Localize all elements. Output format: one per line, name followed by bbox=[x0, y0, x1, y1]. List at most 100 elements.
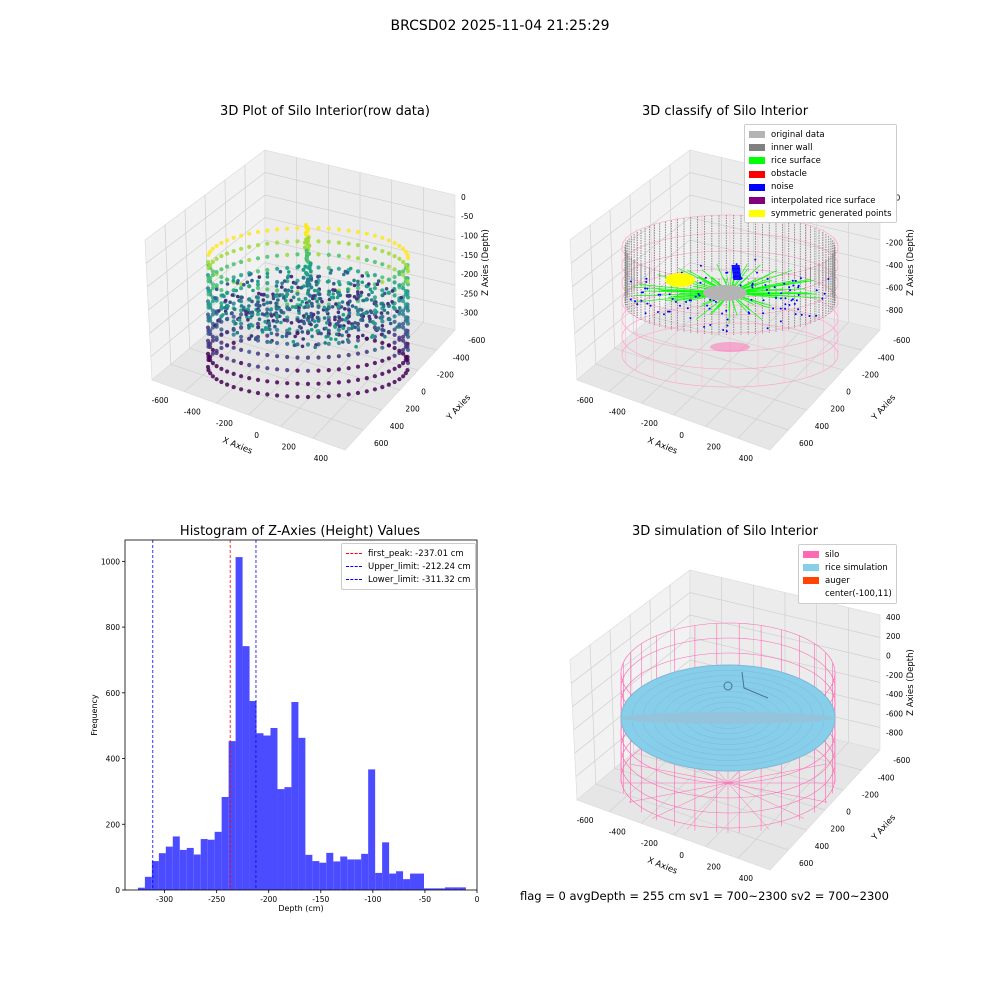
data-point bbox=[269, 314, 274, 318]
data-point bbox=[386, 330, 391, 335]
data-point bbox=[210, 374, 215, 379]
data-point bbox=[333, 324, 337, 328]
noise-point bbox=[791, 298, 794, 301]
data-point bbox=[249, 334, 254, 338]
data-point bbox=[401, 246, 406, 251]
legend-line-swatch bbox=[346, 566, 362, 568]
data-point bbox=[344, 330, 349, 334]
histogram-bar bbox=[151, 861, 159, 890]
histogram-bar bbox=[389, 873, 397, 890]
z-tick-label: -600 bbox=[886, 283, 903, 292]
noise-point bbox=[688, 299, 691, 302]
data-point bbox=[296, 285, 300, 290]
data-point bbox=[331, 295, 336, 300]
z-tick-label: 0 bbox=[461, 193, 466, 202]
x-tick-label: -200 bbox=[641, 839, 658, 848]
data-point bbox=[397, 322, 402, 327]
z-tick-label: -200 bbox=[461, 270, 478, 279]
x-tick-label: -200 bbox=[216, 419, 233, 428]
legend-color-swatch bbox=[749, 183, 765, 191]
data-point bbox=[305, 330, 311, 336]
data-point bbox=[274, 320, 279, 324]
noise-point bbox=[668, 310, 671, 313]
data-point bbox=[289, 289, 294, 294]
data-point bbox=[405, 331, 410, 336]
data-point bbox=[286, 274, 291, 278]
data-point bbox=[236, 294, 240, 299]
data-point bbox=[375, 282, 380, 287]
data-point bbox=[247, 389, 252, 394]
silo-wire bbox=[629, 763, 729, 784]
data-point bbox=[305, 303, 310, 308]
histogram-bar bbox=[340, 856, 348, 890]
data-point bbox=[316, 252, 321, 257]
noise-point bbox=[735, 263, 738, 266]
data-point bbox=[295, 381, 300, 386]
z-axis-label: Z Axies (Depth) bbox=[906, 229, 916, 296]
data-point bbox=[405, 279, 410, 284]
data-point bbox=[217, 309, 221, 313]
legend-color-swatch bbox=[803, 551, 819, 559]
z-tick-label: -800 bbox=[886, 729, 903, 738]
spike-point bbox=[303, 264, 308, 269]
data-point bbox=[225, 369, 230, 374]
noise-point bbox=[679, 304, 681, 307]
data-point bbox=[335, 295, 340, 300]
noise-point bbox=[731, 264, 735, 281]
data-point bbox=[370, 333, 375, 338]
data-point bbox=[316, 319, 321, 323]
data-point bbox=[331, 292, 336, 296]
data-point bbox=[299, 286, 304, 290]
noise-point bbox=[784, 297, 787, 300]
data-point bbox=[334, 337, 338, 342]
data-point bbox=[225, 238, 230, 243]
data-point bbox=[355, 297, 359, 301]
y-tick-label: 1000 bbox=[101, 557, 120, 566]
data-point bbox=[336, 266, 341, 271]
legend-item: inner wall bbox=[749, 141, 892, 154]
silo-wire bbox=[727, 782, 827, 803]
data-point bbox=[214, 377, 219, 382]
z-tick-label: -250 bbox=[461, 289, 478, 298]
data-point bbox=[205, 325, 211, 330]
data-point bbox=[392, 293, 397, 298]
noise-point bbox=[636, 303, 639, 306]
noise-point bbox=[797, 286, 800, 289]
data-point bbox=[337, 324, 342, 329]
y-tick-label: 0 bbox=[846, 388, 851, 397]
grid-line bbox=[737, 187, 849, 439]
data-point bbox=[392, 345, 397, 351]
data-point bbox=[345, 316, 350, 320]
data-point bbox=[362, 298, 366, 303]
data-point bbox=[330, 305, 335, 309]
data-point bbox=[208, 289, 213, 294]
data-point bbox=[290, 285, 294, 290]
noise-point bbox=[656, 311, 659, 313]
data-point bbox=[372, 387, 377, 392]
data-point bbox=[367, 282, 371, 286]
spike-point bbox=[303, 245, 307, 250]
data-point bbox=[388, 317, 392, 322]
data-point bbox=[255, 312, 261, 317]
data-point bbox=[275, 313, 279, 317]
legend-item: original data bbox=[749, 128, 892, 141]
grid-line bbox=[312, 187, 424, 439]
noise-point bbox=[783, 282, 786, 285]
data-point bbox=[219, 267, 224, 272]
data-point bbox=[309, 327, 314, 332]
histogram-frame bbox=[124, 539, 478, 891]
noise-point bbox=[780, 292, 783, 295]
legend-item: rice surface bbox=[749, 154, 892, 167]
z-tick-label: -800 bbox=[886, 306, 903, 315]
data-point bbox=[239, 374, 244, 379]
data-point bbox=[403, 262, 408, 267]
data-point bbox=[405, 360, 411, 366]
data-point bbox=[403, 341, 408, 346]
noise-point bbox=[698, 294, 701, 297]
legend-item: noise bbox=[749, 181, 892, 194]
data-point bbox=[237, 298, 241, 303]
data-point bbox=[295, 226, 300, 231]
noise-point bbox=[640, 299, 643, 302]
data-point bbox=[219, 304, 224, 309]
data-point bbox=[206, 318, 211, 323]
